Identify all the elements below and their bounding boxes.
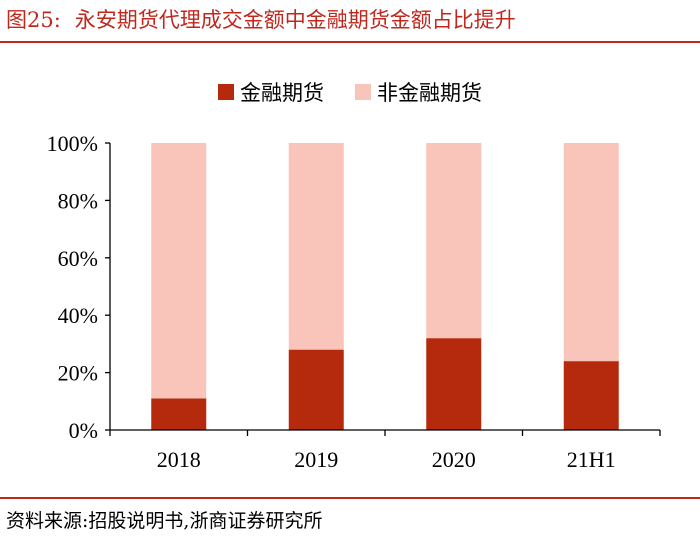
x-tick-label-21h1: 21H1 (567, 447, 616, 472)
bar-2019-series-2 (288, 143, 344, 350)
legend-label-1: 金融期货 (240, 81, 324, 105)
y-tick-label-40: 40% (58, 303, 98, 328)
y-tick-label-20: 20% (58, 361, 98, 386)
bar-2018-series-1 (151, 398, 207, 430)
x-tick-label-2019: 2019 (294, 447, 338, 472)
y-tick-label-0: 0% (69, 418, 98, 443)
bar-2019-series-1 (288, 349, 344, 430)
figure-title-text: 永安期货代理成交金额中金融期货金额占比提升 (74, 8, 516, 32)
x-tick-label-2020: 2020 (432, 447, 476, 472)
x-tick-label-2018: 2018 (157, 447, 201, 472)
legend-label-2: 非金融期货 (377, 81, 482, 105)
legend-swatch-2 (355, 84, 371, 100)
bar-2020-series-2 (426, 143, 482, 339)
source-note: 资料来源:招股说明书,浙商证券研究所 (6, 510, 323, 532)
bar-2018-series-2 (151, 143, 207, 399)
top-rule (0, 41, 700, 43)
legend-swatch-1 (218, 84, 234, 100)
y-tick-label-80: 80% (58, 188, 98, 213)
figure-title: 图25: 永安期货代理成交金额中金融期货金额占比提升 (6, 4, 516, 36)
y-tick-label-100: 100% (47, 131, 98, 156)
y-tick-label-60: 60% (58, 246, 98, 271)
bar-21h1-series-1 (563, 361, 619, 430)
bar-2020-series-1 (426, 338, 482, 430)
bottom-rule (0, 497, 700, 499)
figure-number: 图25: (6, 8, 61, 32)
bar-21h1-series-2 (563, 143, 619, 362)
